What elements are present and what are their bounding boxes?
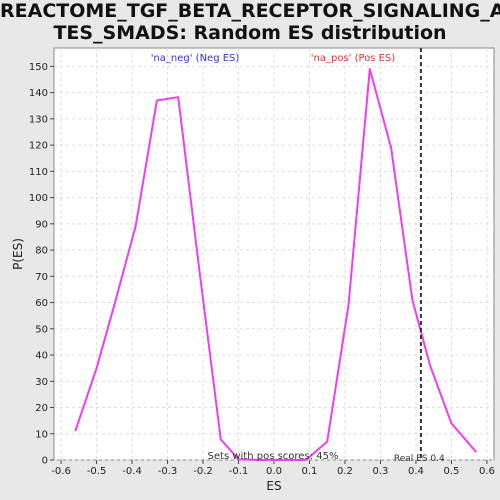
x-tick-label: -0.1: [229, 466, 249, 477]
y-tick-label: 90: [35, 219, 48, 230]
y-tick-label: 10: [35, 429, 48, 440]
x-tick-label: 0.3: [372, 466, 388, 477]
y-tick-label: 80: [35, 246, 48, 257]
x-tick-label: 0.6: [479, 466, 495, 477]
y-tick-label: 140: [29, 88, 48, 99]
es-distribution-line: [74, 68, 478, 461]
y-tick-label: 50: [35, 324, 48, 335]
x-tick-label: 0.5: [443, 466, 459, 477]
y-tick-label: 70: [35, 272, 48, 283]
y-tick-label: 130: [29, 114, 48, 125]
pos-es-label: 'na_pos' (Pos ES): [311, 53, 396, 64]
x-tick-label: -0.6: [51, 466, 71, 477]
y-tick-label: 120: [29, 141, 48, 152]
real-es-label: Real ES 0.4: [394, 454, 445, 464]
y-tick-label: 150: [29, 62, 48, 73]
neg-es-label: 'na_neg' (Neg ES): [151, 53, 240, 64]
x-tick-label: -0.3: [158, 466, 178, 477]
x-tick-label: -0.4: [122, 466, 142, 477]
x-axis-label: ES: [266, 479, 281, 493]
y-axis-label: P(ES): [11, 238, 25, 270]
y-tick-label: 110: [29, 167, 48, 178]
chart-title-line-1: REACTOME_TGF_BETA_RECEPTOR_SIGNALING_ACT…: [0, 0, 500, 22]
x-tick-label: -0.2: [193, 466, 213, 477]
chart-title-line-2: TES_SMADS: Random ES distribution: [53, 22, 447, 44]
x-tick-label: 0.0: [266, 466, 282, 477]
y-tick-label: 60: [35, 298, 48, 309]
y-tick-label: 0: [42, 456, 48, 467]
pos-scores-label: Sets with pos scores: 45%: [208, 451, 339, 462]
x-tick-label: -0.5: [87, 466, 107, 477]
y-tick-label: 20: [35, 403, 48, 414]
x-tick-label: 0.2: [337, 466, 353, 477]
x-tick-label: 0.4: [408, 466, 424, 477]
y-tick-label: 100: [29, 193, 48, 204]
y-tick-label: 30: [35, 377, 48, 388]
x-tick-label: 0.1: [302, 466, 318, 477]
y-tick-label: 40: [35, 351, 48, 362]
